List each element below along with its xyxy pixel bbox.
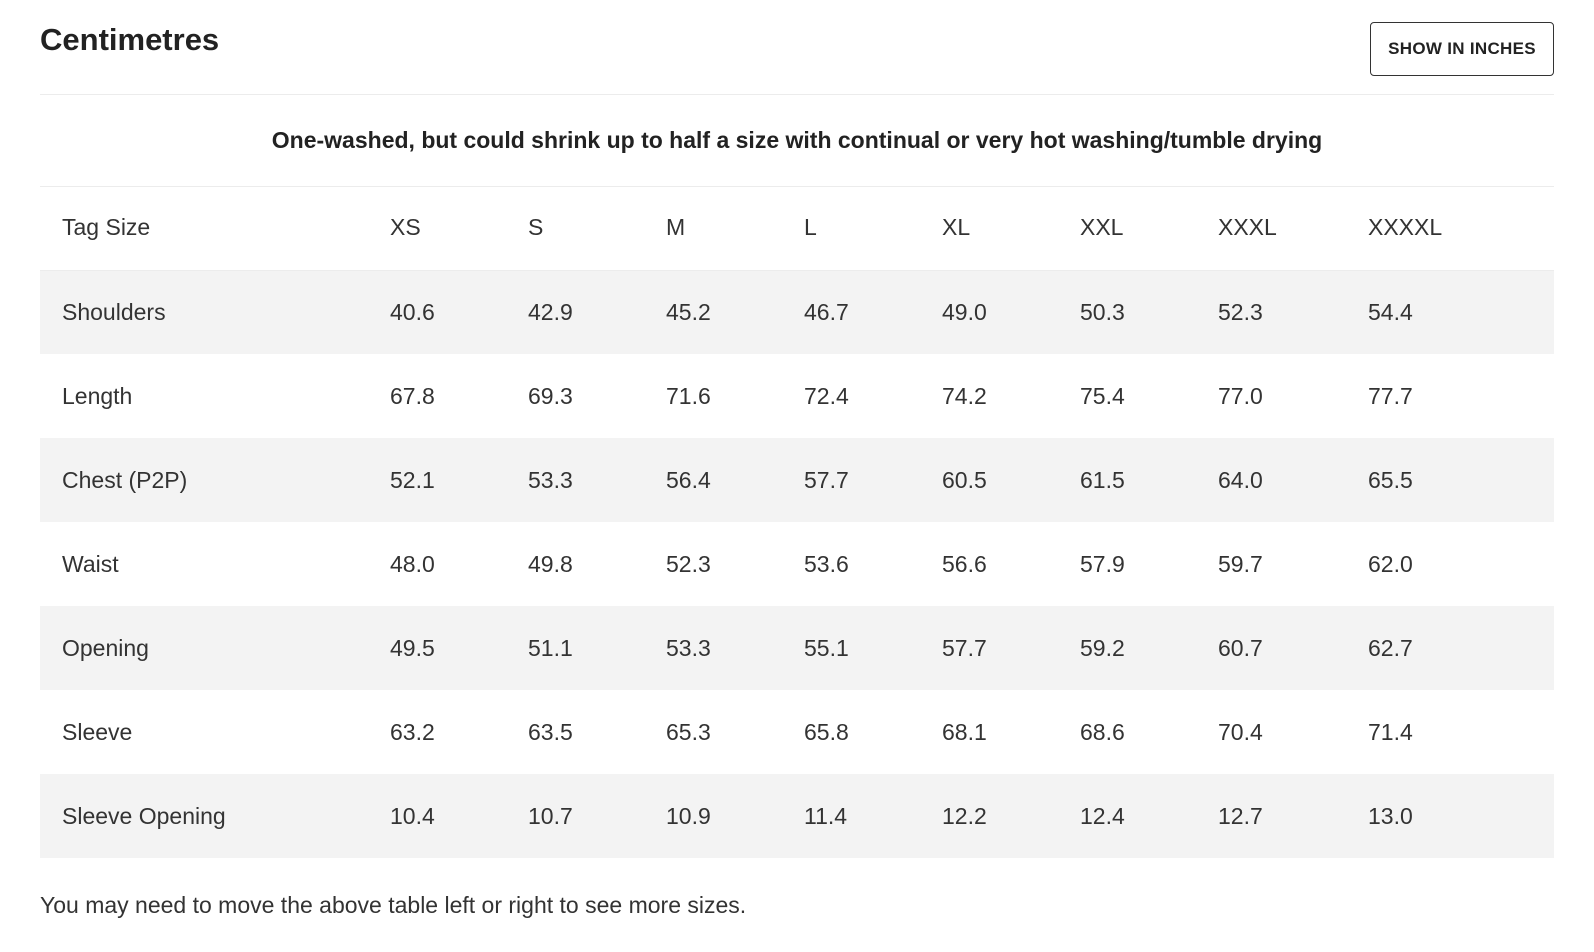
table-cell: 57.7	[942, 634, 987, 661]
table-row-sleeve-opening: Sleeve Opening 10.4 10.7 10.9 11.4 12.2 …	[40, 774, 1554, 858]
table-cell: 11.4	[804, 802, 848, 829]
size-chart-header: Centimetres SHOW IN INCHES	[40, 0, 1554, 95]
scroll-hint-text: You may need to move the above table lef…	[40, 892, 747, 918]
column-header-xxxxl: XXXXL	[1368, 214, 1443, 241]
row-label: Chest (P2P)	[62, 466, 188, 493]
table-cell: 56.4	[666, 466, 711, 493]
table-row-shoulders: Shoulders 40.6 42.9 45.2 46.7 49.0 50.3 …	[40, 270, 1554, 354]
table-cell: 61.5	[1080, 466, 1125, 493]
table-cell: 75.4	[1080, 382, 1125, 409]
table-cell: 69.3	[528, 382, 573, 409]
table-cell: 12.4	[1080, 802, 1125, 829]
row-label: Shoulders	[62, 298, 166, 325]
table-row-length: Length 67.8 69.3 71.6 72.4 74.2 75.4 77.…	[40, 354, 1554, 438]
table-cell: 12.2	[942, 802, 987, 829]
table-cell: 68.1	[942, 718, 987, 745]
table-cell: 42.9	[528, 298, 573, 325]
table-cell: 51.1	[528, 634, 573, 661]
show-in-inches-button[interactable]: SHOW IN INCHES	[1370, 22, 1554, 76]
column-header-tag-size: Tag Size	[62, 214, 151, 241]
table-cell: 10.9	[666, 802, 711, 829]
table-cell: 45.2	[666, 298, 711, 325]
table-cell: 56.6	[942, 550, 987, 577]
table-cell: 63.5	[528, 718, 573, 745]
table-cell: 63.2	[390, 718, 435, 745]
column-header-xxxl: XXXL	[1218, 214, 1277, 241]
table-cell: 53.6	[804, 550, 849, 577]
column-header-xxl: XXL	[1080, 214, 1124, 241]
table-cell: 71.4	[1368, 718, 1413, 745]
table-cell: 52.3	[1218, 298, 1263, 325]
table-cell: 77.0	[1218, 382, 1263, 409]
table-cell: 48.0	[390, 550, 435, 577]
column-header-s: S	[528, 214, 544, 241]
table-row-chest: Chest (P2P) 52.1 53.3 56.4 57.7 60.5 61.…	[40, 438, 1554, 522]
row-label: Length	[62, 382, 133, 409]
table-cell: 70.4	[1218, 718, 1263, 745]
row-label: Sleeve Opening	[62, 802, 226, 829]
column-header-l: L	[804, 214, 817, 241]
table-cell: 67.8	[390, 382, 435, 409]
table-cell: 50.3	[1080, 298, 1125, 325]
table-cell: 65.8	[804, 718, 849, 745]
table-cell: 71.6	[666, 382, 711, 409]
table-cell: 74.2	[942, 382, 987, 409]
table-cell: 49.0	[942, 298, 987, 325]
table-row-waist: Waist 48.0 49.8 52.3 53.6 56.6 57.9 59.7…	[40, 522, 1554, 606]
table-cell: 52.1	[390, 466, 435, 493]
table-cell: 64.0	[1218, 466, 1263, 493]
table-cell: 10.4	[390, 802, 435, 829]
table-cell: 57.9	[1080, 550, 1125, 577]
table-cell: 68.6	[1080, 718, 1125, 745]
table-cell: 65.5	[1368, 466, 1413, 493]
table-cell: 49.8	[528, 550, 573, 577]
column-header-xl: XL	[942, 214, 971, 241]
table-row-opening: Opening 49.5 51.1 53.3 55.1 57.7 59.2 60…	[40, 606, 1554, 690]
table-cell: 12.7	[1218, 802, 1263, 829]
table-cell: 10.7	[528, 802, 573, 829]
table-cell: 53.3	[666, 634, 711, 661]
shrinkage-note: One-washed, but could shrink up to half …	[40, 95, 1554, 187]
table-cell: 60.7	[1218, 634, 1263, 661]
table-cell: 72.4	[804, 382, 849, 409]
table-cell: 49.5	[390, 634, 435, 661]
table-header-row: Tag Size XS S M L XL XXL XXXL XXXXL	[40, 186, 1554, 270]
table-cell: 59.7	[1218, 550, 1263, 577]
table-cell: 54.4	[1368, 298, 1413, 325]
table-cell: 53.3	[528, 466, 573, 493]
column-header-xs: XS	[390, 214, 421, 241]
column-header-m: M	[666, 214, 686, 241]
table-cell: 62.0	[1368, 550, 1413, 577]
table-cell: 55.1	[804, 634, 849, 661]
table-cell: 65.3	[666, 718, 711, 745]
table-cell: 57.7	[804, 466, 849, 493]
table-cell: 52.3	[666, 550, 711, 577]
table-cell: 46.7	[804, 298, 849, 325]
table-cell: 62.7	[1368, 634, 1413, 661]
row-label: Opening	[62, 634, 149, 661]
row-label: Waist	[62, 550, 119, 577]
size-chart-table: Tag Size XS S M L XL XXL XXXL XXXXL Shou…	[40, 186, 1554, 858]
row-label: Sleeve	[62, 718, 133, 745]
table-cell: 77.7	[1368, 382, 1413, 409]
table-cell: 13.0	[1368, 802, 1413, 829]
table-cell: 59.2	[1080, 634, 1125, 661]
unit-title: Centimetres	[40, 22, 220, 57]
table-row-sleeve: Sleeve 63.2 63.5 65.3 65.8 68.1 68.6 70.…	[40, 690, 1554, 774]
table-cell: 40.6	[390, 298, 435, 325]
table-cell: 60.5	[942, 466, 987, 493]
